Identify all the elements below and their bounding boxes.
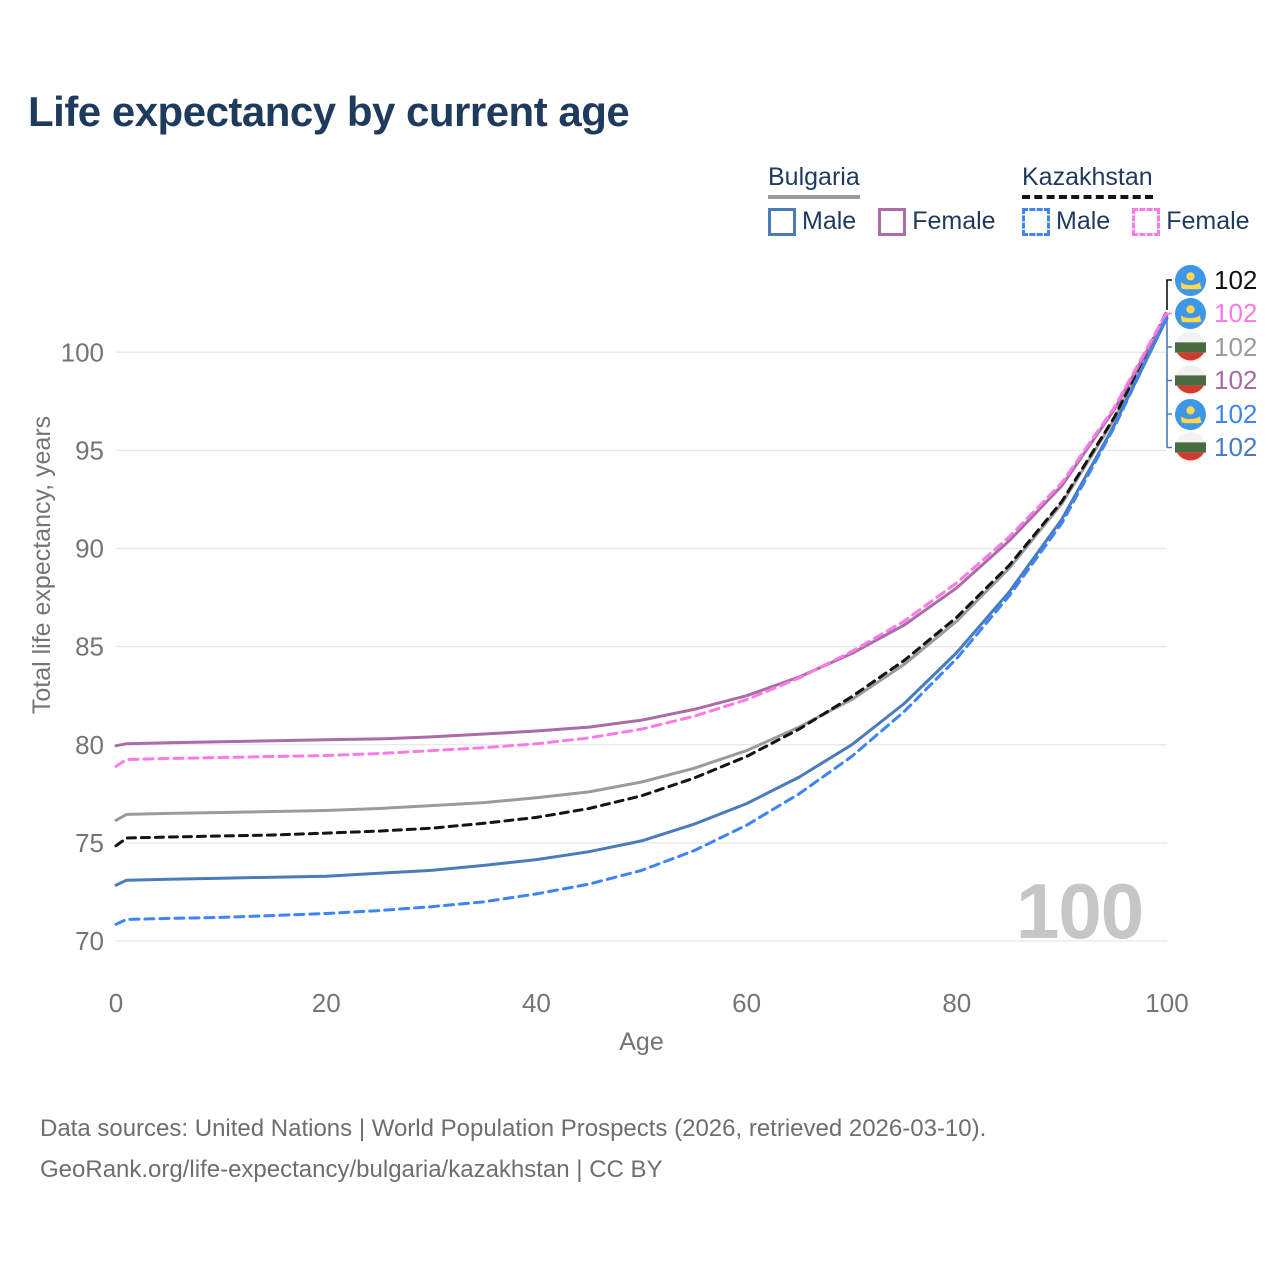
kazakhstan-flag-icon xyxy=(1175,264,1206,296)
kazakhstan-flag-icon xyxy=(1175,298,1206,329)
end-label-row: 102 xyxy=(1175,398,1257,430)
end-label-value: 102 xyxy=(1214,365,1258,395)
y-axis-title: Total life expectancy, years xyxy=(28,416,56,714)
legend-item-bulgaria-female[interactable]: Female xyxy=(878,207,996,236)
end-label-value: 102 xyxy=(1214,331,1258,362)
kazakhstan-flag-icon xyxy=(1175,264,1206,296)
legend-country-bulgaria[interactable]: Bulgaria xyxy=(768,163,860,199)
series-line-bulgaria-total xyxy=(114,312,1169,822)
bulgaria-flag-icon xyxy=(1175,432,1206,463)
legend-swatch-icon xyxy=(768,207,796,236)
kazakhstan-flag-icon xyxy=(1175,398,1206,430)
end-label-value: 102 xyxy=(1214,298,1258,328)
end-label-row: 102 xyxy=(1175,365,1257,397)
y-tick-label-90: 90 xyxy=(75,534,104,564)
legend-item-label: Female xyxy=(912,207,996,235)
x-tick-label-80: 80 xyxy=(942,988,971,1018)
kazakhstan-flag-icon xyxy=(1175,398,1206,430)
series-line-bulgaria-female-female xyxy=(114,313,1169,748)
y-tick-label-80: 80 xyxy=(75,730,104,760)
bulgaria-flag-icon xyxy=(1175,331,1206,363)
series-line-kazakhstan-total xyxy=(114,309,1169,848)
end-label-row: 102 xyxy=(1175,432,1257,464)
x-tick-label-60: 60 xyxy=(732,988,761,1018)
page-title: Life expectancy by current age xyxy=(28,88,630,135)
x-axis-title: Age xyxy=(619,1028,663,1056)
legend-country-kazakhstan[interactable]: Kazakhstan xyxy=(1022,163,1153,199)
footer-attribution: GeoRank.org/life-expectancy/bulgaria/kaz… xyxy=(40,1156,663,1183)
x-tick-label-40: 40 xyxy=(522,988,551,1018)
legend-item-label: Male xyxy=(802,207,857,235)
legend-item-kazakhstan-female[interactable]: Female xyxy=(1132,207,1250,236)
bulgaria-flag-icon xyxy=(1175,365,1206,396)
end-label-row: 102 xyxy=(1175,331,1257,363)
x-tick-label-20: 20 xyxy=(312,988,341,1018)
y-tick-label-95: 95 xyxy=(75,435,104,465)
legend-item-bulgaria-male[interactable]: Male xyxy=(768,207,856,236)
end-label-value: 102 xyxy=(1214,264,1258,295)
series-line-bulgaria-male-male xyxy=(114,316,1169,887)
footer-data-sources: Data sources: United Nations | World Pop… xyxy=(40,1115,987,1142)
y-tick-label-100: 100 xyxy=(61,337,104,367)
legend-item-label: Male xyxy=(1056,207,1111,235)
y-tick-label-75: 75 xyxy=(75,828,104,858)
leader-line-blue xyxy=(1166,317,1172,449)
series-line-kazakhstan-female-female xyxy=(114,310,1169,768)
legend-swatch-icon xyxy=(1022,207,1050,236)
end-label-value: 102 xyxy=(1214,432,1258,462)
legend-swatch-icon xyxy=(1132,207,1161,236)
end-label-value: 102 xyxy=(1214,398,1258,429)
footer: Data sources: United Nations | World Pop… xyxy=(40,1108,986,1190)
legend-item-label: Female xyxy=(1166,207,1250,235)
age-watermark: 100 xyxy=(1016,867,1144,955)
legend-item-kazakhstan-male[interactable]: Male xyxy=(1022,207,1110,236)
bulgaria-flag-icon xyxy=(1175,331,1206,363)
x-tick-label-100: 100 xyxy=(1145,988,1188,1018)
bulgaria-flag-icon xyxy=(1175,365,1206,396)
legend-group-kazakhstan: Kazakhstan Male Female xyxy=(1022,163,1272,236)
series-line-kazakhstan-male-male xyxy=(114,315,1169,926)
y-tick-label-70: 70 xyxy=(75,926,104,956)
legend-swatch-icon xyxy=(878,207,907,236)
legend-group-bulgaria: Bulgaria Male Female xyxy=(768,163,1018,236)
x-tick-label-0: 0 xyxy=(109,988,123,1018)
end-label-row: 102 xyxy=(1175,298,1257,330)
bulgaria-flag-icon xyxy=(1175,432,1206,463)
end-label-row: 102 xyxy=(1175,264,1257,296)
leader-line-black xyxy=(1166,279,1172,310)
y-tick-label-85: 85 xyxy=(75,632,104,662)
kazakhstan-flag-icon xyxy=(1175,298,1206,329)
